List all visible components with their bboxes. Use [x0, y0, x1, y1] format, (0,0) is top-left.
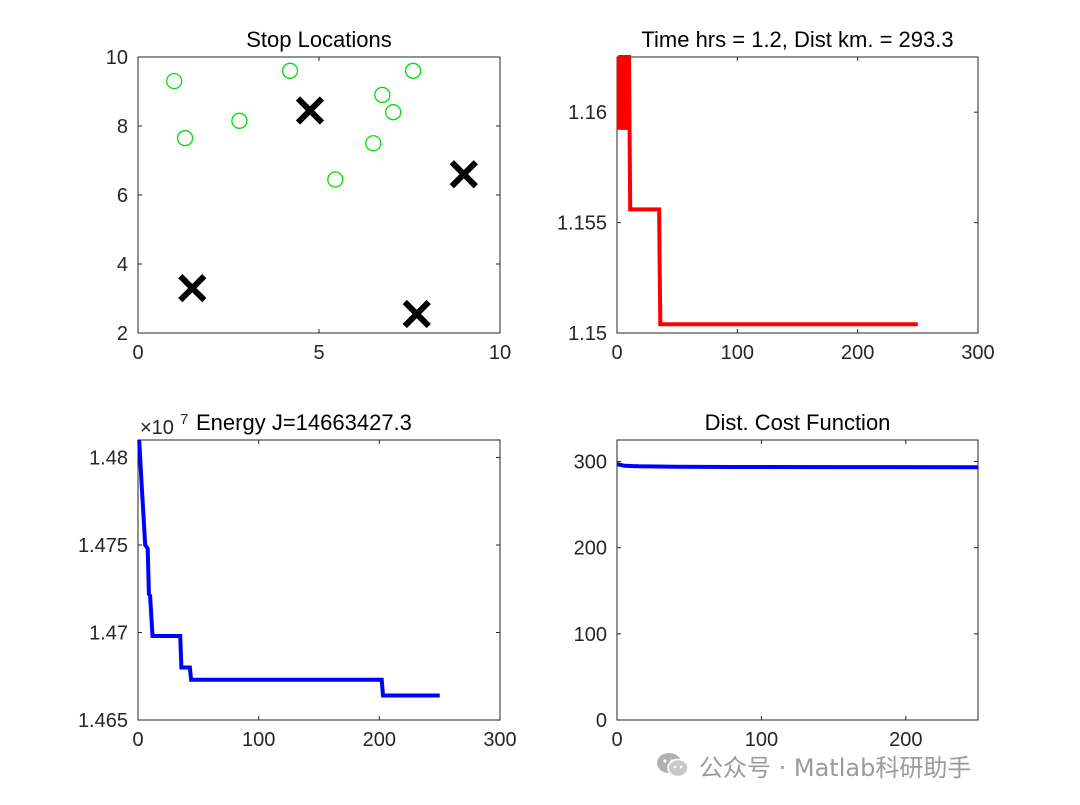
energy-xtick-label: 100 — [242, 729, 275, 751]
wechat-icon — [657, 753, 689, 778]
dist-xtick-label: 200 — [889, 729, 922, 751]
dist-ytick-label: 300 — [574, 452, 607, 474]
time-oscillation — [616, 55, 630, 130]
depot-stroke-b — [402, 299, 431, 329]
stops-depot-marker — [402, 299, 431, 329]
chart-energy: 0 100 200 300 1.465 1.47 1.475 1.48 Energy J=146… — [78, 410, 517, 751]
stops-ytick-label: 2 — [117, 323, 128, 345]
stops-stop-point — [404, 62, 422, 79]
stops-stop-point — [166, 73, 183, 90]
energy-xtick-label: 200 — [363, 729, 396, 751]
energy-xtick-label: 0 — [132, 729, 143, 751]
energy-title: Energy J=14663427.3 — [196, 410, 412, 435]
energy-exponent: ×10 — [140, 417, 174, 439]
depot-stroke-b — [178, 274, 207, 303]
stops-ytick-label: 6 — [117, 185, 128, 207]
time-xtick-label: 0 — [611, 342, 622, 364]
energy-ytick-label: 1.465 — [78, 710, 128, 732]
stops-stop-point — [327, 171, 344, 188]
time-ytick-label: 1.155 — [557, 213, 607, 235]
stops-ytick-label: 8 — [117, 116, 128, 138]
chart-time: 0 100 200 300 1.15 1.155 1.16 Time hrs = 1.2, D… — [557, 27, 995, 364]
stops-xtick-label: 5 — [313, 342, 324, 364]
watermark: 公众号 · Matlab科研助手 — [655, 745, 971, 785]
stops-stop-point — [176, 129, 194, 147]
time-xtick-label: 300 — [961, 342, 994, 364]
time-axes-box — [616, 56, 979, 334]
dist-ytick-label: 0 — [596, 710, 607, 732]
stops-depot-marker — [449, 160, 478, 189]
stops-stop-point — [281, 62, 299, 79]
energy-exponent-power: 7 — [180, 411, 188, 428]
energy-ytick-label: 1.475 — [78, 535, 128, 557]
stops-ytick-label: 10 — [106, 47, 128, 69]
time-ytick-label: 1.15 — [568, 323, 607, 345]
stops-ytick-label: 4 — [117, 254, 128, 276]
stops-title: Stop Locations — [246, 27, 392, 52]
dist-series-line — [616, 462, 979, 470]
time-xtick-label: 100 — [721, 342, 754, 364]
stops-depot-marker — [178, 274, 207, 303]
energy-xtick-label: 300 — [483, 729, 516, 751]
energy-ytick-label: 1.47 — [89, 623, 128, 645]
dist-axes-box — [616, 439, 979, 721]
stops-stop-point — [365, 135, 382, 152]
dist-ytick-label: 100 — [574, 624, 607, 646]
watermark-text: 公众号 · Matlab科研助手 — [699, 753, 972, 782]
stops-stop-point — [385, 104, 402, 121]
energy-ytick-label: 1.48 — [89, 448, 128, 470]
time-ytick-label: 1.16 — [568, 102, 607, 124]
depot-stroke-b — [449, 160, 478, 189]
time-series-line — [618, 55, 918, 327]
dist-xtick-label: 100 — [745, 729, 778, 751]
stops-stop-point — [374, 86, 391, 104]
stops-stop-point — [231, 112, 248, 129]
time-xtick-label: 200 — [841, 342, 874, 364]
stops-depot-marker — [295, 96, 325, 125]
stops-xtick-label: 10 — [489, 342, 511, 364]
stops-xtick-label: 0 — [132, 342, 143, 364]
chart-dist: 0 100 200 0 100 200 300 Dist. Cost Function — [574, 410, 979, 751]
dist-xtick-label: 0 — [611, 729, 622, 751]
dist-title: Dist. Cost Function — [705, 410, 891, 435]
dist-ytick-label: 200 — [574, 538, 607, 560]
energy-axes-box — [137, 439, 501, 721]
time-title: Time hrs = 1.2, Dist km. = 293.3 — [641, 27, 953, 52]
depot-stroke-b — [295, 96, 325, 125]
chart-stops: 0 5 10 2 4 6 8 10 Stop Locations — [106, 27, 511, 364]
energy-series-line — [137, 439, 440, 698]
